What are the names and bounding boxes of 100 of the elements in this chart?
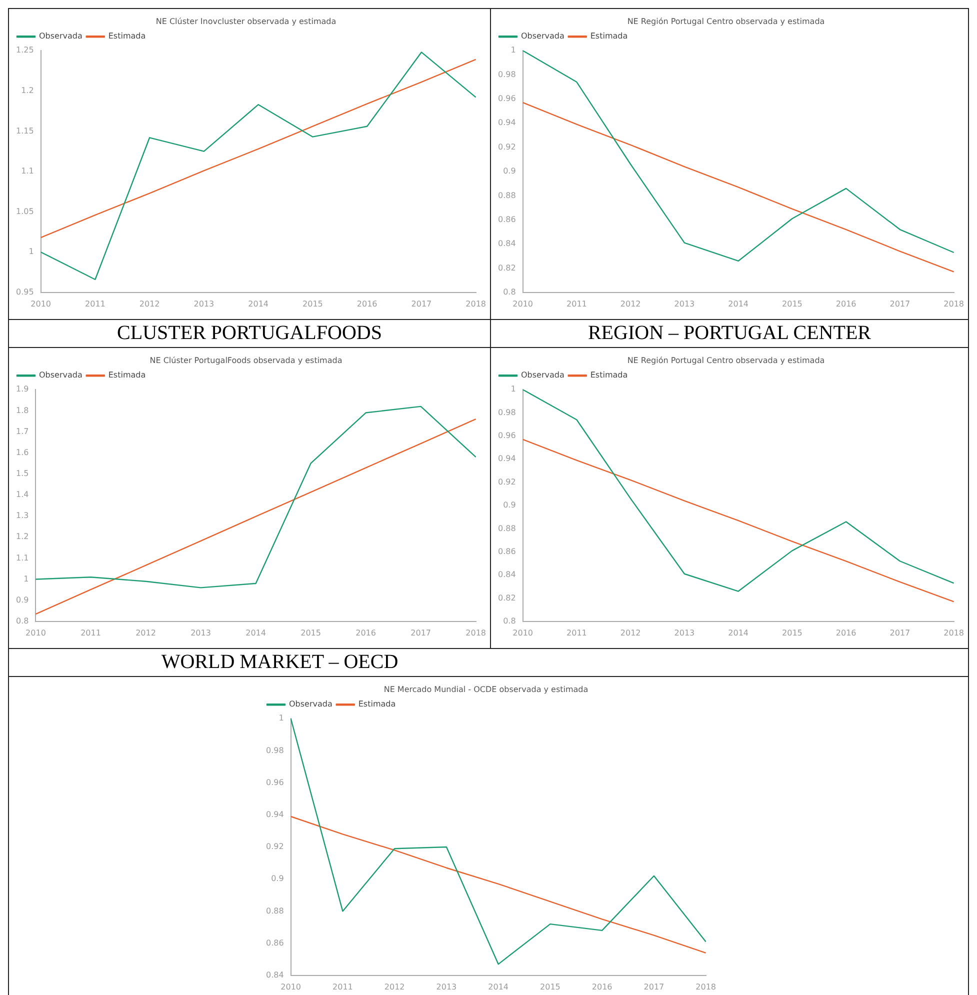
y-tick-label: 1.8 <box>16 406 29 415</box>
legend-label: Estimada <box>108 32 146 41</box>
x-tick-label: 2011 <box>566 628 587 638</box>
y-tick-label: 0.9 <box>503 500 516 510</box>
x-tick-label: 2014 <box>728 299 748 308</box>
text: REGION – PORTUGAL CENTER <box>491 320 968 347</box>
x-tick-label: 2016 <box>356 299 378 308</box>
y-tick-label: 1.2 <box>21 86 34 95</box>
y-tick-label: 0.9 <box>503 166 516 176</box>
legend-label: Observada <box>39 32 82 41</box>
y-tick-label: 1.3 <box>16 511 29 520</box>
x-tick-label: 2017 <box>411 299 432 308</box>
y-tick-label: 1.1 <box>21 166 34 176</box>
y-tick-label: 0.98 <box>498 70 516 79</box>
text: CLUSTER PORTUGALFOODS <box>9 320 490 347</box>
y-tick-label: 0.82 <box>498 263 516 272</box>
chart-title: NE Clúster Inovcluster observada y estimada <box>156 16 336 26</box>
x-tick-label: 2016 <box>836 628 856 638</box>
x-tick-label: 2011 <box>566 299 587 308</box>
y-tick-label: 0.94 <box>498 454 516 464</box>
y-tick-label: 0.94 <box>266 810 284 819</box>
y-tick-label: 0.95 <box>16 287 34 296</box>
y-tick-label: 0.88 <box>498 524 516 533</box>
x-tick-label: 2012 <box>136 628 156 638</box>
x-tick-label: 2010 <box>512 628 533 638</box>
y-tick-label: 0.92 <box>266 842 284 852</box>
x-tick-label: 2012 <box>384 982 404 992</box>
x-tick-label: 2015 <box>782 628 802 638</box>
x-tick-label: 2012 <box>139 299 160 308</box>
x-tick-label: 2011 <box>85 299 106 308</box>
y-tick-label: 0.92 <box>498 142 516 152</box>
legend-label: Observada <box>521 32 564 41</box>
y-tick-label: 1 <box>510 46 516 55</box>
x-tick-label: 2017 <box>890 299 910 308</box>
legend-label: Estimada <box>590 370 628 380</box>
legend-label: Observada <box>39 370 82 380</box>
y-tick-label: 1.1 <box>16 553 29 562</box>
legend-label: Estimada <box>108 370 146 380</box>
chart-title: NE Clúster PortugalFoods observada y estimada <box>150 356 342 365</box>
y-tick-label: 0.98 <box>498 408 516 417</box>
y-tick-label: 0.8 <box>503 616 516 626</box>
y-tick-label: 0.98 <box>266 746 284 755</box>
x-tick-label: 2013 <box>194 299 214 308</box>
legend-label: Estimada <box>590 32 628 41</box>
x-tick-label: 2016 <box>836 299 856 308</box>
x-tick-label: 2017 <box>890 628 910 638</box>
y-tick-label: 0.8 <box>503 287 516 296</box>
chart-title: NE Región Portugal Centro observada y estimada <box>627 356 825 365</box>
y-tick-label: 1.5 <box>16 468 29 478</box>
x-tick-label: 2018 <box>466 299 486 308</box>
x-tick-label: 2016 <box>356 628 376 638</box>
y-tick-label: 0.96 <box>498 431 516 440</box>
x-tick-label: 2014 <box>728 628 748 638</box>
x-tick-label: 2010 <box>26 628 46 638</box>
x-tick-label: 2013 <box>190 628 211 638</box>
chart-title: NE Mercado Mundial - OCDE observada y estimada <box>383 684 588 694</box>
x-tick-label: 2018 <box>466 628 486 638</box>
y-tick-label: 0.96 <box>498 94 516 104</box>
x-tick-label: 2011 <box>332 982 352 992</box>
x-tick-label: 2014 <box>248 299 268 308</box>
y-tick-label: 1 <box>510 384 516 394</box>
x-tick-label: 2017 <box>410 628 431 638</box>
x-tick-label: 2014 <box>246 628 266 638</box>
text: WORLD MARKET – OECD <box>160 650 400 675</box>
x-tick-label: 2011 <box>80 628 101 638</box>
legend-label: Observada <box>288 700 332 709</box>
y-tick-label: 1.05 <box>16 206 34 216</box>
y-tick-label: 1.6 <box>16 448 29 457</box>
x-tick-label: 2013 <box>674 299 695 308</box>
x-tick-label: 2015 <box>782 299 802 308</box>
y-tick-label: 0.8 <box>16 616 29 626</box>
y-tick-label: 1.4 <box>16 490 29 500</box>
y-tick-label: 1.7 <box>16 426 29 436</box>
y-tick-label: 0.9 <box>270 874 284 884</box>
y-tick-label: 0.96 <box>266 778 284 787</box>
x-tick-label: 2018 <box>695 982 716 992</box>
x-tick-label: 2012 <box>620 299 641 308</box>
y-tick-label: 1.2 <box>16 532 29 542</box>
y-tick-label: 1 <box>24 574 29 584</box>
x-tick-label: 2015 <box>302 299 323 308</box>
x-tick-label: 2015 <box>300 628 321 638</box>
x-tick-label: 2013 <box>436 982 456 992</box>
y-tick-label: 0.84 <box>266 970 284 980</box>
y-tick-label: 0.94 <box>498 118 516 128</box>
x-tick-label: 2012 <box>620 628 641 638</box>
legend-label: Observada <box>521 370 564 380</box>
x-tick-label: 2015 <box>540 982 560 992</box>
y-tick-label: 1 <box>28 247 34 256</box>
y-tick-label: 0.82 <box>498 593 516 602</box>
y-tick-label: 0.86 <box>266 938 284 948</box>
x-tick-label: 2013 <box>674 628 695 638</box>
y-tick-label: 0.9 <box>16 595 29 604</box>
y-tick-label: 0.86 <box>498 214 516 224</box>
y-tick-label: 1.9 <box>16 384 29 394</box>
y-tick-label: 0.84 <box>498 570 516 580</box>
x-tick-label: 2014 <box>488 982 508 992</box>
x-tick-label: 2016 <box>591 982 612 992</box>
y-tick-label: 0.84 <box>498 239 516 248</box>
chart-title: NE Región Portugal Centro observada y estimada <box>627 16 825 26</box>
y-tick-label: 1.15 <box>16 126 34 136</box>
